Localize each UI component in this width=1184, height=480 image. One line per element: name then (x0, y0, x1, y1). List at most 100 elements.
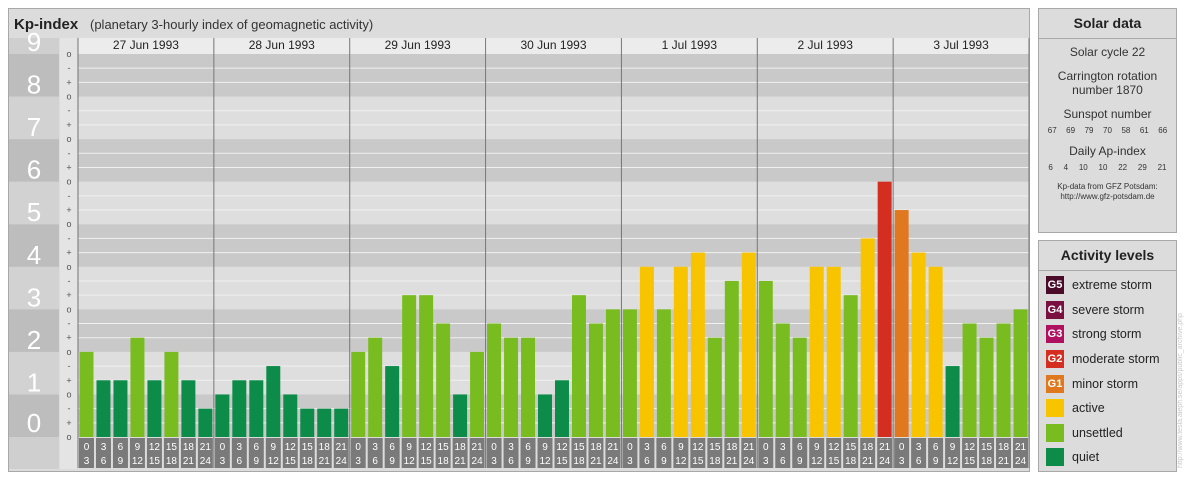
slot-label-start: 9 (678, 442, 684, 453)
slot-label-end: 21 (455, 456, 467, 467)
slot-cell (418, 438, 434, 468)
level-color-swatch: G5 (1046, 276, 1064, 295)
slot-label-start: 0 (491, 442, 497, 453)
slot-cell (826, 438, 842, 468)
slot-label-start: 18 (319, 442, 331, 453)
slot-label-start: 15 (981, 442, 993, 453)
slot-label-start: 6 (389, 442, 395, 453)
slot-label-start: 0 (84, 442, 90, 453)
activity-level-row: G4 severe storm (1039, 298, 1176, 323)
slot-label-start: 9 (271, 442, 277, 453)
slot-label-end: 24 (743, 456, 755, 467)
activity-levels-title: Activity levels (1039, 241, 1176, 271)
kp-bar (317, 408, 332, 437)
slot-label-start: 18 (183, 442, 195, 453)
slot-cell (877, 438, 893, 468)
slot-label-end: 24 (879, 456, 891, 467)
chart-subtitle: (planetary 3-hourly index of geomagnetic… (90, 17, 374, 32)
ap-index-title: Daily Ap-index (1069, 144, 1146, 158)
source-line-2: http://www.gfz-potsdam.de (1060, 192, 1155, 201)
kp-bar (351, 351, 366, 437)
kp-bar (181, 380, 196, 437)
ap-value: 21 (1157, 163, 1167, 172)
kp-bar (622, 309, 637, 437)
minor-tick-label: + (66, 418, 71, 428)
slot-label-start: 15 (709, 442, 721, 453)
kp-bar (724, 280, 739, 437)
slot-cell (605, 438, 621, 468)
ap-value: 29 (1137, 163, 1147, 172)
chart-title: Kp-index (14, 16, 79, 33)
activity-level-row: G5 extreme storm (1039, 273, 1176, 298)
slot-cell (197, 438, 213, 468)
slot-label-end: 12 (539, 456, 551, 467)
slot-label-end: 9 (661, 456, 667, 467)
minor-tick-label: + (66, 290, 71, 300)
minor-tick-label: o (66, 347, 71, 357)
slot-cell (996, 438, 1012, 468)
slot-label-end: 24 (472, 456, 484, 467)
slot-cell (231, 438, 247, 468)
minor-tick-label: + (66, 375, 71, 385)
kp-bar (368, 337, 383, 437)
slot-cell (503, 438, 519, 468)
kp-bar (792, 337, 807, 437)
kp-bar (656, 309, 671, 437)
kp-bar (283, 394, 298, 437)
kp-bar (758, 280, 773, 437)
slot-label-start: 9 (542, 442, 548, 453)
slot-label-start: 12 (285, 442, 297, 453)
slot-cell (265, 438, 281, 468)
minor-tick-label: o (66, 92, 71, 102)
kp-bar (147, 380, 162, 437)
minor-tick-label: - (68, 148, 71, 158)
kp-bar (96, 380, 111, 437)
slot-label-end: 9 (389, 456, 395, 467)
kp-bar (639, 266, 654, 437)
day-label: 28 Jun 1993 (249, 38, 315, 52)
level-label: strong storm (1072, 327, 1142, 342)
kp-bar (130, 337, 145, 437)
kp-bar (419, 295, 434, 437)
kp-bar (215, 394, 230, 437)
slot-label-start: 18 (726, 442, 738, 453)
kp-bar (334, 408, 349, 437)
slot-label-end: 12 (811, 456, 823, 467)
minor-tick-label: o (66, 177, 71, 187)
solar-data-panel: Solar data Solar cycle 22 Carrington rot… (1038, 8, 1177, 233)
slot-label-end: 6 (372, 456, 378, 467)
slot-cell (435, 438, 451, 468)
slot-label-start: 6 (254, 442, 260, 453)
slot-label-end: 21 (862, 456, 874, 467)
slot-label-end: 9 (933, 456, 939, 467)
slot-label-end: 3 (220, 456, 226, 467)
slot-label-start: 9 (950, 442, 956, 453)
slot-label-end: 15 (556, 456, 568, 467)
activity-levels-panel: Activity levels G5 extreme storm G4 severe … (1038, 240, 1177, 472)
minor-tick-label: + (66, 120, 71, 130)
slot-label-start: 12 (556, 442, 568, 453)
kp-bar (164, 351, 179, 437)
sunspot-value: 79 (1084, 126, 1094, 135)
minor-tick-label: + (66, 248, 71, 258)
slot-cell (452, 438, 468, 468)
minor-tick-label: - (68, 106, 71, 116)
day-header-strip (78, 38, 1029, 54)
slot-label-start: 3 (780, 442, 786, 453)
day-label: 1 Jul 1993 (662, 38, 718, 52)
slot-cell (622, 438, 638, 468)
slot-cell (520, 438, 536, 468)
slot-label-start: 21 (607, 442, 619, 453)
slot-label-end: 21 (998, 456, 1010, 467)
y-band (9, 139, 59, 182)
level-color-swatch: G3 (1046, 325, 1064, 344)
y-tick-label: 5 (27, 197, 41, 227)
kp-bar (555, 380, 569, 437)
minor-tick-label: - (68, 319, 71, 329)
y-tick-label: 4 (27, 240, 41, 270)
slot-label-start: 12 (692, 442, 704, 453)
slot-label-end: 3 (899, 456, 905, 467)
slot-label-start: 18 (862, 442, 874, 453)
minor-tick-label: o (66, 304, 71, 314)
slot-label-end: 3 (627, 456, 633, 467)
